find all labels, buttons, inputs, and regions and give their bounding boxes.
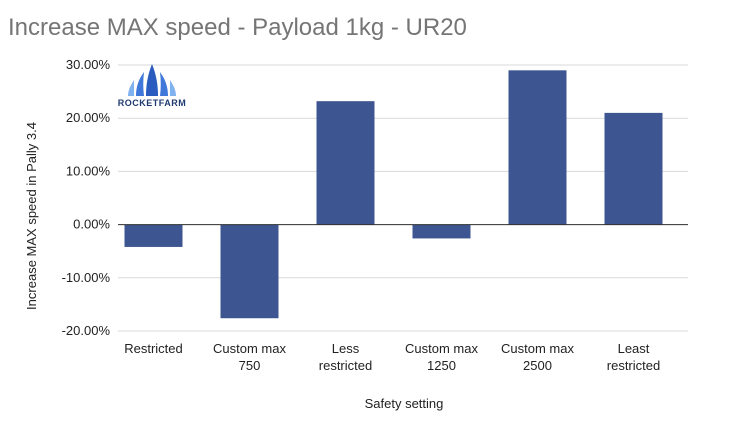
x-tick-label: Custom max xyxy=(213,341,286,356)
y-tick-label: -10.00% xyxy=(62,270,111,285)
x-tick-label: Least xyxy=(618,341,650,356)
x-tick-label: Custom max xyxy=(501,341,574,356)
chart-title: Increase MAX speed - Payload 1kg - UR20 xyxy=(8,14,467,41)
y-tick-label: -20.00% xyxy=(62,323,111,338)
x-tick-label: restricted xyxy=(319,358,372,373)
x-tick-label: Less xyxy=(332,341,360,356)
y-tick-label: 0.00% xyxy=(73,217,110,232)
logo-text: ROCKETFARM xyxy=(118,98,187,108)
gridlines xyxy=(118,64,688,332)
y-tick-label: 30.00% xyxy=(66,57,111,72)
x-tick-label: 750 xyxy=(239,358,261,373)
y-axis-title: Increase MAX speed in Pally 3.4 xyxy=(24,122,39,310)
rocketfarm-logo: ROCKETFARM xyxy=(118,64,187,108)
x-tick-label: restricted xyxy=(607,358,660,373)
bar xyxy=(316,101,375,225)
y-tick-label: 20.00% xyxy=(66,110,111,125)
y-tick-label: 10.00% xyxy=(66,163,111,178)
bar xyxy=(604,112,663,225)
x-tick-label: 2500 xyxy=(523,358,552,373)
x-tick-label: Restricted xyxy=(124,341,183,356)
bar xyxy=(220,224,279,319)
bar xyxy=(508,70,567,225)
x-tick-labels: Restricted Custom max 750 Less restricted Cus… xyxy=(124,341,660,373)
bars xyxy=(124,70,663,319)
x-axis-title: Safety setting xyxy=(365,396,444,411)
bar xyxy=(412,224,471,239)
x-tick-label: Custom max xyxy=(405,341,478,356)
bar xyxy=(124,224,183,247)
rocketfarm-logo-icon xyxy=(128,64,176,96)
y-tick-labels: -20.00% -10.00% 0.00% 10.00% 20.00% 30.00% xyxy=(62,57,111,338)
x-tick-label: 1250 xyxy=(427,358,456,373)
